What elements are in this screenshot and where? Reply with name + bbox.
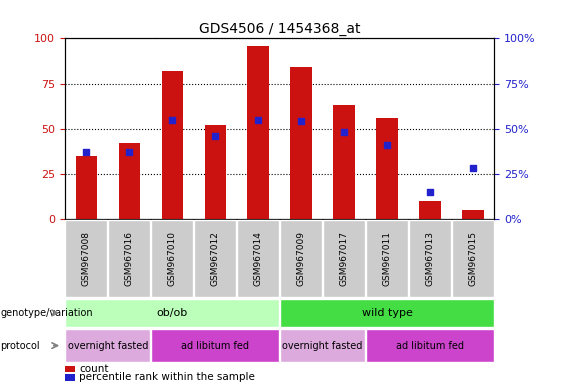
Bar [419, 201, 441, 219]
Bar [194, 220, 236, 297]
Text: GSM967017: GSM967017 [340, 231, 349, 286]
Text: wild type: wild type [362, 308, 412, 318]
Bar [76, 156, 97, 219]
Text: ob/ob: ob/ob [157, 308, 188, 318]
Point [297, 118, 306, 124]
Bar [66, 220, 107, 297]
Text: count: count [79, 364, 108, 374]
Point [468, 165, 477, 171]
Text: GSM967014: GSM967014 [254, 231, 263, 286]
Bar [280, 220, 322, 297]
Bar [65, 374, 75, 381]
Bar [237, 220, 279, 297]
Bar [366, 220, 408, 297]
Bar [366, 329, 494, 362]
Point [254, 117, 263, 123]
Bar [409, 220, 451, 297]
Bar [119, 143, 140, 219]
Text: GSM967008: GSM967008 [82, 231, 91, 286]
Text: GSM967009: GSM967009 [297, 231, 306, 286]
Bar [333, 105, 355, 219]
Point [211, 133, 220, 139]
Bar [162, 71, 183, 219]
Point [383, 142, 392, 148]
Bar [280, 329, 365, 362]
Text: GSM967013: GSM967013 [425, 231, 434, 286]
Text: overnight fasted: overnight fasted [282, 341, 363, 351]
Point [82, 149, 91, 155]
Bar [462, 210, 484, 219]
Text: GSM967011: GSM967011 [383, 231, 392, 286]
Text: percentile rank within the sample: percentile rank within the sample [79, 372, 255, 382]
Text: genotype/variation: genotype/variation [1, 308, 93, 318]
Bar [290, 67, 312, 219]
Bar [66, 298, 279, 328]
Bar [66, 329, 150, 362]
Point [125, 149, 134, 155]
Text: ad libitum fed: ad libitum fed [396, 341, 464, 351]
Bar [65, 366, 75, 372]
Text: overnight fasted: overnight fasted [68, 341, 148, 351]
Bar [323, 220, 365, 297]
Point [340, 129, 349, 135]
Text: GSM967016: GSM967016 [125, 231, 134, 286]
Bar [205, 125, 226, 219]
Bar [247, 46, 269, 219]
Bar [376, 118, 398, 219]
Title: GDS4506 / 1454368_at: GDS4506 / 1454368_at [199, 22, 360, 36]
Text: protocol: protocol [1, 341, 40, 351]
Bar [151, 329, 279, 362]
Bar [280, 298, 494, 328]
Text: GSM967012: GSM967012 [211, 231, 220, 286]
Point [168, 117, 177, 123]
Bar [452, 220, 494, 297]
Point [425, 189, 434, 195]
Text: GSM967015: GSM967015 [468, 231, 477, 286]
Text: ad libitum fed: ad libitum fed [181, 341, 249, 351]
Text: GSM967010: GSM967010 [168, 231, 177, 286]
Bar [151, 220, 193, 297]
Bar [108, 220, 150, 297]
